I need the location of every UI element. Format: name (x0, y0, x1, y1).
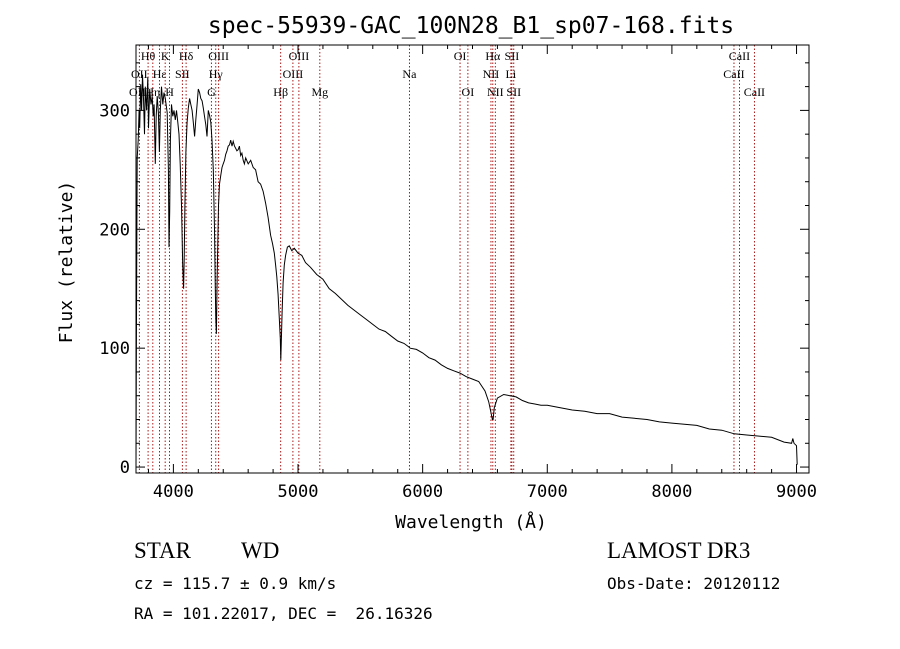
line-label: OI (454, 49, 467, 63)
coordinates-readout: RA = 101.22017, DEC = 26.16326 (134, 604, 433, 623)
line-label: Hγ (209, 67, 224, 81)
line-label: Hδ (179, 49, 194, 63)
line-label: CaII (744, 85, 765, 99)
line-label: Hβ (273, 85, 288, 99)
y-axis-label: Flux (relative) (56, 181, 77, 344)
y-tick-label: 0 (120, 458, 130, 478)
line-label: SII (175, 67, 190, 81)
x-axis-ticks: 4000 5000 6000 7000 8000 9000 (147, 45, 817, 502)
object-class-label: STAR (134, 538, 191, 563)
line-label: Hθ (141, 49, 156, 63)
x-tick-label: 5000 (278, 482, 319, 502)
y-tick-label: 100 (99, 339, 130, 359)
object-subclass-label: WD (241, 538, 280, 563)
line-label: NII (487, 85, 504, 99)
line-label: Mg (311, 85, 328, 99)
x-tick-label: 9000 (776, 482, 817, 502)
line-label: G (207, 85, 216, 99)
axes-frame (135, 44, 810, 474)
line-label: OIII (289, 49, 310, 63)
chart-title: spec-55939-GAC_100N28_B1_sp07-168.fits (208, 13, 734, 39)
line-label: Hα (485, 49, 501, 63)
observation-date: Obs-Date: 20120112 (607, 574, 781, 593)
flux-series-line (135, 74, 798, 468)
line-label: Li (506, 67, 517, 81)
line-label: SII (505, 49, 520, 63)
line-label: Na (402, 67, 417, 81)
line-label: NII (483, 67, 500, 81)
line-label: OI (462, 85, 475, 99)
y-axis-ticks: 0 100 200 300 (99, 62, 809, 478)
redshift-readout: cz = 115.7 ± 0.9 km/s (134, 574, 337, 593)
x-tick-label: 6000 (402, 482, 443, 502)
line-label: SII (506, 85, 521, 99)
survey-label: LAMOST DR3 (607, 538, 751, 563)
line-label: CaII (729, 49, 750, 63)
x-tick-label: 4000 (153, 482, 194, 502)
line-label: H (165, 85, 174, 99)
line-label: K (161, 49, 170, 63)
line-label: OIII (129, 85, 150, 99)
x-tick-label: 7000 (527, 482, 568, 502)
spectral-line-markers (138, 45, 755, 473)
y-tick-label: 200 (99, 220, 130, 240)
line-label: OIII (283, 67, 304, 81)
line-label: OII (131, 67, 148, 81)
line-label: OIII (208, 49, 229, 63)
line-label: CaII (723, 67, 744, 81)
x-tick-label: 8000 (651, 482, 692, 502)
y-tick-label: 300 (99, 101, 130, 121)
x-axis-label: Wavelength (Å) (395, 511, 547, 533)
line-label: Hε (153, 67, 167, 81)
